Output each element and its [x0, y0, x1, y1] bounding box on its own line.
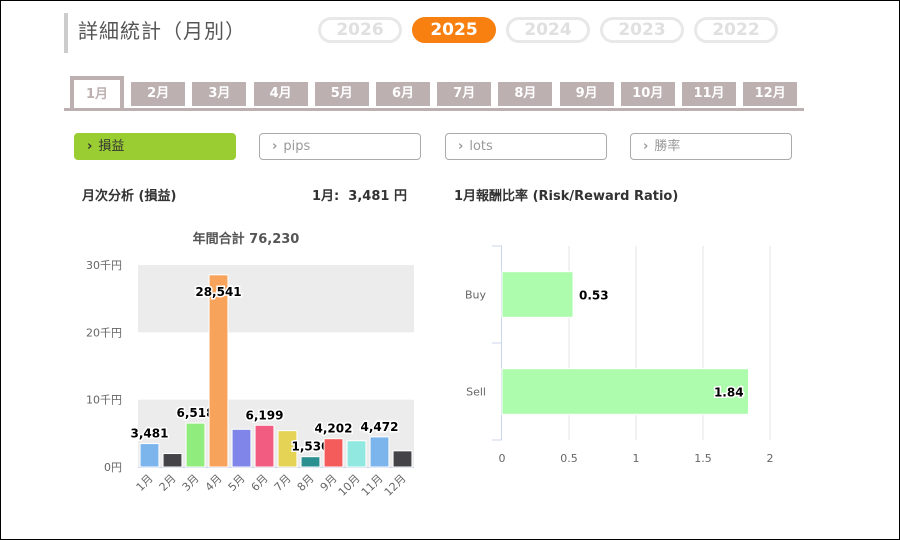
tab-month-8[interactable]: 8月	[498, 82, 553, 106]
page-header: 詳細統計（月別）	[64, 13, 246, 53]
x-tick-label: 3月	[180, 472, 202, 494]
chart-title: 年間合計 76,230	[193, 231, 300, 247]
metric-button-lots[interactable]: › lots	[445, 133, 607, 160]
monthly-pl-chart: 年間合計 76,230 0円 10千円 20千円 30千円 3,481 1月 2月 6,518 3…	[86, 231, 414, 499]
tab-month-9[interactable]: 9月	[559, 82, 614, 106]
rr-ratio-heading: 1月報酬比率 (Risk/Reward Ratio)	[454, 189, 679, 204]
tab-month-1[interactable]: 1月	[70, 76, 124, 108]
current-month-value: 1月: 3,481 円	[312, 189, 407, 204]
x-tick-label: 2	[767, 452, 774, 465]
year-button-2024[interactable]: 2024	[506, 17, 590, 43]
data-label: 0.53	[579, 289, 609, 303]
bar-10月	[346, 440, 367, 468]
bar-sell	[501, 368, 750, 415]
monthly-analysis-heading: 月次分析 (損益)	[82, 189, 177, 204]
bar-5月	[231, 428, 252, 468]
chevron-right-icon: ›	[87, 139, 93, 154]
risk-reward-chart: 0 0.5 1 1.5 2 Buy 0.53 Sell 1.84	[465, 245, 774, 465]
year-button-2023[interactable]: 2023	[600, 17, 684, 43]
bar-1月	[139, 443, 160, 468]
bar-11月	[369, 436, 390, 468]
y-tick-label: 20千円	[86, 326, 122, 339]
x-tick-label: 5月	[226, 472, 248, 494]
metric-label: pips	[283, 139, 311, 154]
x-tick-label: 0	[499, 452, 506, 465]
bar-2月	[162, 453, 183, 468]
y-tick-label: 30千円	[86, 259, 122, 272]
year-button-2022[interactable]: 2022	[694, 17, 778, 43]
metric-label: lots	[469, 139, 493, 154]
metric-button-win-rate[interactable]: › 勝率	[630, 133, 792, 160]
tab-month-6[interactable]: 6月	[376, 82, 430, 106]
page-title: 詳細統計（月別）	[78, 19, 246, 43]
chevron-right-icon: ›	[643, 139, 649, 154]
tab-month-5[interactable]: 5月	[314, 82, 369, 106]
bar-3月	[185, 422, 206, 468]
year-selector: 2026 2025 2024 2023 2022	[318, 17, 778, 43]
chevron-right-icon: ›	[458, 139, 464, 154]
x-tick-label: 12月	[382, 472, 409, 499]
year-button-2025[interactable]: 2025	[412, 17, 496, 43]
x-tick-label: 4月	[203, 472, 225, 494]
tab-month-7[interactable]: 7月	[437, 82, 492, 106]
x-tick-label: 0.5	[560, 452, 578, 465]
metric-label: 勝率	[654, 139, 681, 154]
y-tick-label: Sell	[466, 386, 486, 399]
tab-month-2[interactable]: 2月	[131, 82, 186, 106]
x-tick-label: 7月	[272, 472, 294, 494]
data-label: 6,518	[177, 406, 215, 420]
bar-9月	[323, 438, 344, 468]
bar-12月	[392, 450, 413, 468]
data-label: 3,481	[131, 427, 169, 441]
bar-6月	[254, 424, 275, 468]
plot-band	[138, 265, 414, 333]
year-button-2026[interactable]: 2026	[318, 17, 402, 43]
data-label: 4,202	[315, 422, 353, 436]
x-tick-label: 8月	[295, 472, 317, 494]
data-label: 6,199	[246, 408, 284, 422]
metric-label: 損益	[98, 139, 125, 154]
bar-4月	[208, 274, 229, 468]
x-tick-label: 11月	[359, 472, 386, 499]
y-tick-label: Buy	[465, 289, 487, 302]
tab-month-12[interactable]: 12月	[743, 82, 798, 106]
x-tick-label: 2月	[157, 472, 179, 494]
metric-button-pips[interactable]: › pips	[259, 133, 421, 160]
x-tick-label: 6月	[249, 472, 271, 494]
chevron-right-icon: ›	[272, 139, 278, 154]
data-label: 1.84	[714, 386, 744, 400]
data-label: 4,472	[361, 420, 399, 434]
tab-month-3[interactable]: 3月	[192, 82, 247, 106]
tab-month-11[interactable]: 11月	[682, 82, 736, 106]
y-tick-label: 0円	[104, 461, 122, 474]
x-tick-label: 1月	[134, 472, 156, 494]
tab-month-10[interactable]: 10月	[620, 82, 675, 106]
x-tick-label: 1.5	[694, 452, 712, 465]
bar-7月	[277, 430, 298, 468]
tab-month-4[interactable]: 4月	[253, 82, 308, 106]
month-tabs: 1月 2月 3月 4月 5月 6月 7月 8月 9月 10月 11月 12月	[64, 76, 804, 111]
x-tick-label: 10月	[336, 472, 363, 499]
data-label: 1,530	[292, 440, 330, 454]
metric-button-profit-loss[interactable]: › 損益	[74, 133, 236, 160]
x-tick-label: 1	[633, 452, 640, 465]
y-tick-label: 10千円	[86, 394, 122, 407]
plot-band	[138, 399, 414, 467]
data-label: 28,541	[195, 285, 241, 299]
bar-buy	[501, 271, 574, 318]
bar-8月	[300, 456, 321, 468]
